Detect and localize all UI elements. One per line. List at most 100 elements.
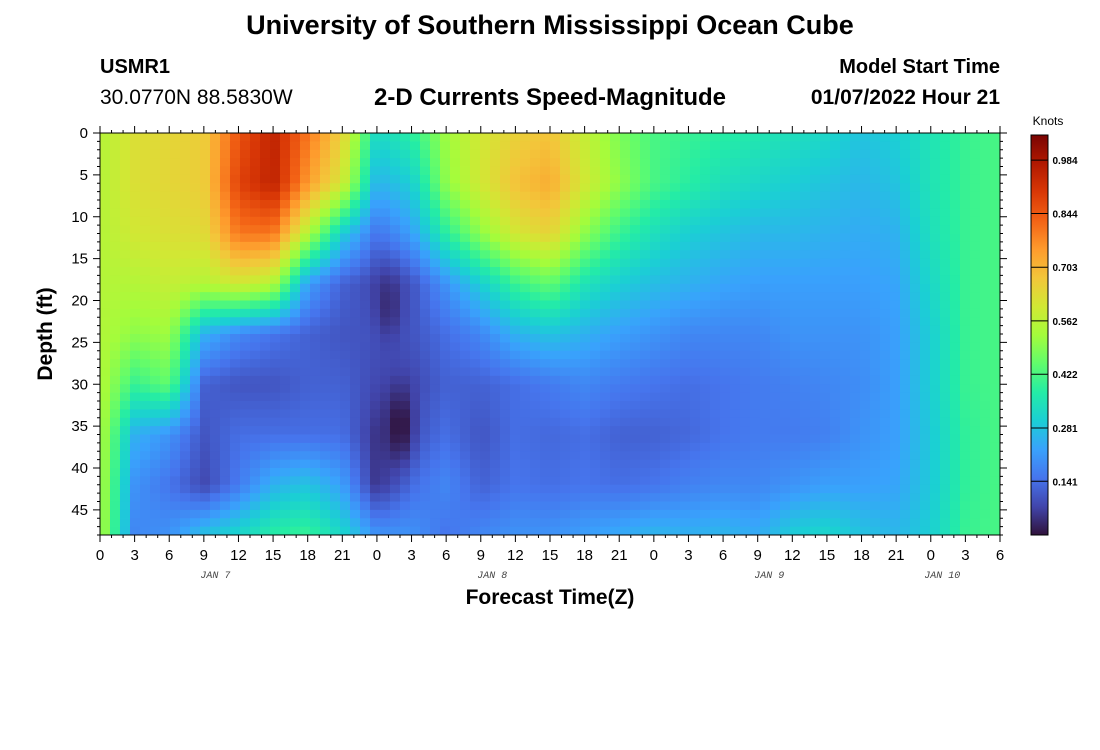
heatmap-cell [820,476,831,486]
heatmap-cell [640,174,651,184]
x-axis-title: Forecast Time(Z) [466,586,635,609]
heatmap-cell [150,283,161,293]
heatmap-cell [820,484,831,494]
heatmap-cell [480,417,491,427]
heatmap-cell [220,325,231,335]
heatmap-cell [890,350,901,360]
heatmap-cell [900,267,911,276]
heatmap-cell [210,375,221,385]
heatmap-cell [830,493,841,503]
heatmap-cell [140,149,151,159]
heatmap-cell [790,359,801,369]
heatmap-cell [660,258,671,268]
heatmap-cell [900,241,911,251]
heatmap-cell [260,216,271,226]
heatmap-cell [440,166,451,176]
heatmap-cell [620,401,631,410]
heatmap-cell [330,208,341,218]
heatmap-cell [760,208,771,218]
heatmap-cell [170,191,181,201]
heatmap-cell [160,292,171,302]
heatmap-cell [780,434,791,444]
heatmap-cell [740,401,751,410]
heatmap-cell [760,468,771,477]
heatmap-cell [380,283,391,293]
heatmap-cell [810,158,821,168]
heatmap-cell [890,283,901,293]
heatmap-cell [590,166,601,176]
heatmap-cell [180,392,191,402]
heatmap-cell [550,317,561,327]
heatmap-cell [750,275,761,285]
heatmap-cell [130,225,141,235]
heatmap-cell [380,158,391,168]
heatmap-cell [440,300,451,310]
heatmap-cell [390,308,401,318]
heatmap-cell [480,518,491,528]
heatmap-cell [480,208,491,218]
heatmap-cell [810,468,821,477]
heatmap-cell [300,334,311,343]
heatmap-cell [110,476,121,486]
heatmap-cell [410,258,421,268]
heatmap-cell [500,367,511,377]
heatmap-cell [510,283,521,293]
heatmap-cell [210,133,221,142]
heatmap-cell [840,342,851,352]
heatmap-cell [170,325,181,335]
heatmap-cell [950,216,961,226]
heatmap-cell [340,216,351,226]
heatmap-cell [430,233,441,243]
heatmap-cell [920,133,931,142]
heatmap-cell [300,300,311,310]
heatmap-cell [330,501,341,511]
y-tick-label: 15 [71,251,88,268]
heatmap-cell [810,426,821,436]
heatmap-cell [980,308,991,318]
heatmap-cell [690,158,701,168]
heatmap-cell [470,367,481,377]
heatmap-cell [140,342,151,352]
heatmap-cell [980,434,991,444]
heatmap-cell [150,300,161,310]
heatmap-cell [980,367,991,377]
heatmap-cell [490,225,501,235]
heatmap-cell [800,216,811,226]
heatmap-cell [860,200,871,209]
heatmap-cell [630,174,641,184]
heatmap-cell [740,417,751,427]
heatmap-cell [340,518,351,528]
heatmap-cell [930,174,941,184]
heatmap-cell [170,283,181,293]
heatmap-cell [220,442,231,452]
heatmap-cell [110,409,121,419]
heatmap-cell [430,141,441,151]
heatmap-cell [110,334,121,343]
heatmap-cell [930,250,941,260]
heatmap-cell [680,225,691,235]
heatmap-cell [180,267,191,276]
heatmap-cell [820,191,831,201]
heatmap-cell [210,300,221,310]
heatmap-cell [480,384,491,394]
heatmap-cell [260,283,271,293]
heatmap-cell [530,342,541,352]
heatmap-cell [140,292,151,302]
heatmap-cell [510,308,521,318]
heatmap-cell [400,484,411,494]
heatmap-cell [880,342,891,352]
heatmap-cell [990,158,1000,168]
heatmap-cell [850,476,861,486]
heatmap-cell [410,208,421,218]
heatmap-cell [410,526,421,535]
heatmap-cell [610,459,621,469]
heatmap-cell [630,442,641,452]
heatmap-cell [810,359,821,369]
heatmap-cell [530,191,541,201]
heatmap-cell [860,501,871,511]
heatmap-cell [820,434,831,444]
heatmap-cell [790,133,801,142]
heatmap-cell [390,501,401,511]
heatmap-cell [220,401,231,410]
heatmap-cell [500,501,511,511]
